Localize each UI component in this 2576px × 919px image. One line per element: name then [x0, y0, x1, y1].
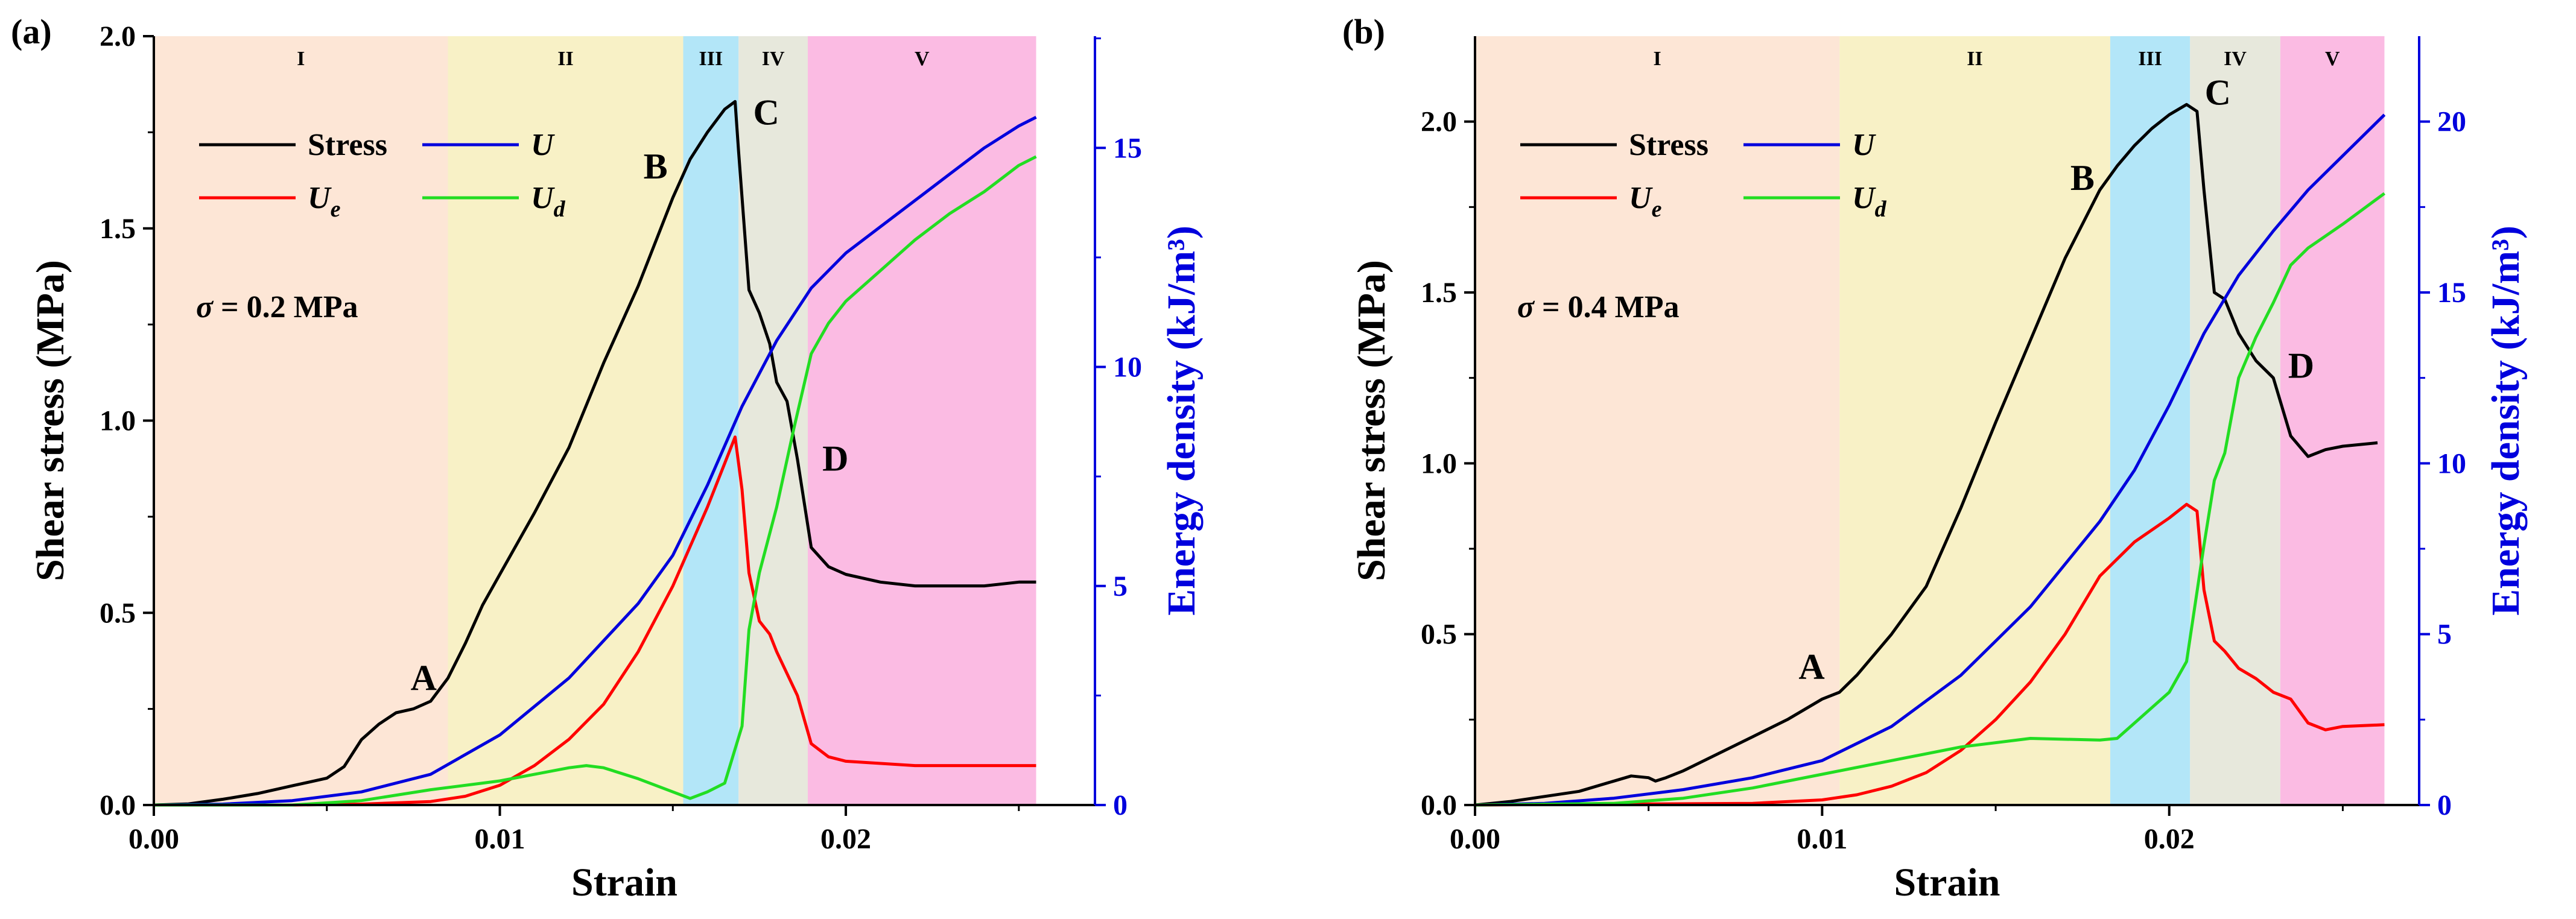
y-right-tick-label: 15 — [1113, 132, 1142, 164]
legend-label-Ud: Ud — [531, 181, 566, 222]
chart-panel-b: I II III IV V0.00 0.01 0.020.00.51.01.52.00510… — [1342, 12, 2528, 905]
y-right-axis-title: Energy density (kJ/m³) — [1160, 226, 1204, 616]
point-label-B: B — [2070, 158, 2095, 198]
stage-label: V — [915, 48, 930, 70]
series-line-Ue — [154, 435, 1036, 807]
y-right-tick-label: 5 — [2437, 619, 2452, 651]
point-label-D: D — [2288, 346, 2314, 386]
y-tick-label: 1.5 — [100, 213, 136, 245]
x-tick-label: 0.00 — [1450, 823, 1500, 855]
stage-band-II — [1839, 36, 2110, 805]
condition-label: σ = 0.4 MPa — [1517, 290, 1680, 324]
legend-label-U: U — [1852, 128, 1876, 162]
panel-label: (a) — [11, 12, 52, 51]
stage-band-V — [2280, 36, 2385, 805]
y-axis-title: Shear stress (MPa) — [1350, 260, 1394, 581]
y-right-tick-label: 10 — [2437, 447, 2466, 479]
y-tick-label: 2.0 — [100, 21, 136, 52]
stage-band-IV — [2190, 36, 2280, 805]
stage-label: III — [699, 48, 723, 70]
legend-label-Ue: Ue — [308, 181, 341, 222]
x-tick-label: 0.02 — [820, 823, 871, 855]
legend-label-U: U — [531, 128, 555, 162]
y-right-tick-label: 10 — [1113, 352, 1142, 384]
condition-label: σ = 0.2 MPa — [196, 290, 358, 324]
series-line-U — [153, 116, 1037, 807]
stage-label: V — [2325, 48, 2340, 70]
point-label-A: A — [1798, 646, 1824, 686]
series-line-U — [1474, 113, 2386, 807]
y-tick-label: 1.0 — [1421, 447, 1457, 479]
stage-label: II — [1967, 48, 1982, 70]
legend-label-stress: Stress — [1629, 128, 1708, 162]
stage-band-II — [448, 36, 684, 805]
chart-panel-a: I II III IV V0.00 0.01 0.020.00.51.01.52.00510… — [11, 12, 1204, 905]
stage-label: IV — [762, 48, 785, 70]
point-label-B: B — [644, 147, 668, 186]
y-tick-label: 0.5 — [1421, 619, 1457, 651]
legend-label-Ud: Ud — [1852, 181, 1887, 222]
panel-label: (b) — [1342, 12, 1385, 51]
series-line-Ue — [1474, 502, 2385, 807]
stage-band-III — [683, 36, 739, 805]
point-label-C: C — [2205, 72, 2231, 112]
y-tick-label: 0.0 — [100, 789, 136, 821]
x-tick-label: 0.01 — [1797, 823, 1847, 855]
y-tick-label: 0.5 — [100, 597, 136, 629]
y-right-tick-label: 15 — [2437, 277, 2466, 309]
point-label-C: C — [753, 93, 779, 133]
y-right-tick-label: 5 — [1113, 570, 1128, 602]
legend-label-stress: Stress — [308, 128, 387, 162]
stage-band-III — [2110, 36, 2191, 805]
y-tick-label: 0.0 — [1421, 789, 1457, 821]
stage-label: I — [297, 48, 305, 70]
y-tick-label: 2.0 — [1421, 106, 1457, 138]
y-tick-label: 1.5 — [1421, 277, 1457, 309]
x-tick-label: 0.00 — [128, 823, 179, 855]
legend-label-Ue: Ue — [1629, 181, 1662, 222]
series-line-stress — [1474, 103, 2378, 807]
stage-band-I — [1475, 36, 1840, 805]
series-line-Ud — [1474, 192, 2385, 807]
stage-label: III — [2138, 48, 2162, 70]
x-axis-title: Strain — [1894, 861, 2000, 905]
x-axis-title: Strain — [571, 861, 677, 905]
point-label-D: D — [822, 438, 848, 478]
series-line-Ud — [154, 155, 1037, 807]
point-label-A: A — [411, 658, 437, 698]
stage-label: II — [557, 48, 573, 70]
y-tick-label: 1.0 — [100, 405, 136, 437]
series-line-stress — [153, 99, 1036, 807]
y-right-tick-label: 20 — [2437, 106, 2466, 138]
stage-band-V — [807, 36, 1036, 805]
y-right-tick-label: 0 — [2437, 789, 2452, 821]
x-tick-label: 0.02 — [2144, 823, 2195, 855]
stage-band-IV — [738, 36, 808, 805]
y-right-axis-title: Energy density (kJ/m³) — [2484, 226, 2528, 616]
stage-label: I — [1653, 48, 1661, 70]
y-axis-title: Shear stress (MPa) — [28, 260, 72, 581]
x-tick-label: 0.01 — [475, 823, 525, 855]
y-right-tick-label: 0 — [1113, 789, 1128, 821]
stage-band-I — [154, 36, 448, 805]
stage-label: IV — [2224, 48, 2247, 70]
